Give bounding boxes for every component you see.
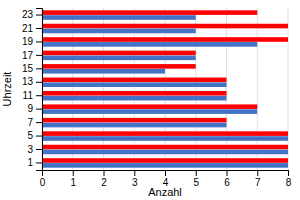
tick-mark xyxy=(227,170,228,176)
tick: 11 xyxy=(23,90,42,101)
tick-label: 8 xyxy=(286,177,292,188)
tick-mark xyxy=(104,170,105,176)
tick-mark xyxy=(165,170,166,176)
tick-label: 5 xyxy=(27,130,33,141)
tick-label: 1 xyxy=(27,157,33,168)
plot: 0123456781357911131517192123 xyxy=(22,8,292,188)
tick-label: 2 xyxy=(101,177,107,188)
bar xyxy=(42,163,288,168)
bar xyxy=(42,104,257,109)
tick-mark xyxy=(36,122,42,123)
tick-mark xyxy=(36,28,42,29)
series xyxy=(42,15,288,167)
tick: 0 xyxy=(40,170,46,188)
bar xyxy=(42,64,196,69)
bar xyxy=(42,91,227,96)
tick: 3 xyxy=(27,144,42,155)
tick-mark xyxy=(288,170,289,176)
tick-label: 23 xyxy=(22,9,34,20)
bar xyxy=(42,131,288,136)
tick-label: 1 xyxy=(70,177,76,188)
tick-label: 3 xyxy=(27,144,33,155)
bar xyxy=(42,37,288,42)
tick-mark xyxy=(36,15,42,16)
tick-label: 5 xyxy=(193,177,199,188)
tick: 7 xyxy=(255,170,261,188)
tick-mark xyxy=(36,68,42,69)
bar xyxy=(42,15,196,20)
bar xyxy=(42,145,288,150)
bar xyxy=(42,118,227,123)
tick-label: 0 xyxy=(40,177,46,188)
tick-label: 13 xyxy=(22,76,34,87)
x-axis-title: Anzahl xyxy=(148,186,182,198)
tick: 15 xyxy=(22,63,42,74)
tick: 17 xyxy=(22,50,42,61)
tick-label: 7 xyxy=(27,117,33,128)
tick: 7 xyxy=(27,117,42,128)
tick-label: 21 xyxy=(22,23,34,34)
bar xyxy=(42,158,288,163)
bar xyxy=(42,24,288,29)
tick-label: 7 xyxy=(255,177,261,188)
tick: 13 xyxy=(22,76,42,87)
tick-label: 9 xyxy=(27,103,33,114)
grid xyxy=(42,8,288,170)
bar xyxy=(42,150,288,155)
tick: 8 xyxy=(286,170,292,188)
bar xyxy=(42,82,227,87)
tick-label: 3 xyxy=(132,177,138,188)
tick-mark xyxy=(36,82,42,83)
bar xyxy=(42,136,288,141)
tick: 19 xyxy=(22,36,42,47)
tick-label: 11 xyxy=(23,90,34,101)
tick-label: 6 xyxy=(224,177,230,188)
tick-mark xyxy=(73,170,74,176)
chart: 0123456781357911131517192123AnzahlUhrzei… xyxy=(0,0,300,200)
tick: 9 xyxy=(27,103,42,114)
axis-line xyxy=(36,9,43,171)
tick-mark xyxy=(36,162,42,163)
bar xyxy=(42,56,196,61)
tick: 5 xyxy=(27,130,42,141)
tick-mark xyxy=(134,170,135,176)
tick-label: 15 xyxy=(22,63,34,74)
tick: 1 xyxy=(70,170,76,188)
tick-label: 17 xyxy=(22,50,34,61)
tick-mark xyxy=(36,41,42,42)
tick: 6 xyxy=(224,170,230,188)
bar xyxy=(42,51,196,56)
bar xyxy=(42,69,165,74)
tick: 3 xyxy=(132,170,138,188)
tick-mark xyxy=(257,170,258,176)
axis-line xyxy=(43,171,289,177)
tick: 1 xyxy=(27,157,42,168)
bar xyxy=(42,10,257,15)
tick-mark xyxy=(196,170,197,176)
y-axis-title: Uhrzeit xyxy=(1,72,13,107)
bars xyxy=(42,10,288,167)
tick: 21 xyxy=(22,23,42,34)
series xyxy=(42,10,288,162)
tick-mark xyxy=(36,95,42,96)
bar xyxy=(42,42,257,47)
y-axis: 1357911131517192123 xyxy=(22,9,43,171)
tick-mark xyxy=(36,109,42,110)
bar xyxy=(42,109,257,114)
tick: 2 xyxy=(101,170,107,188)
bar xyxy=(42,123,227,128)
tick-label: 19 xyxy=(22,36,34,47)
bar xyxy=(42,29,196,34)
bar xyxy=(42,78,227,83)
tick-mark xyxy=(36,55,42,56)
tick: 23 xyxy=(22,9,42,20)
tick-mark xyxy=(36,136,42,137)
tick-mark xyxy=(36,149,42,150)
tick: 5 xyxy=(193,170,199,188)
bar xyxy=(42,96,227,101)
